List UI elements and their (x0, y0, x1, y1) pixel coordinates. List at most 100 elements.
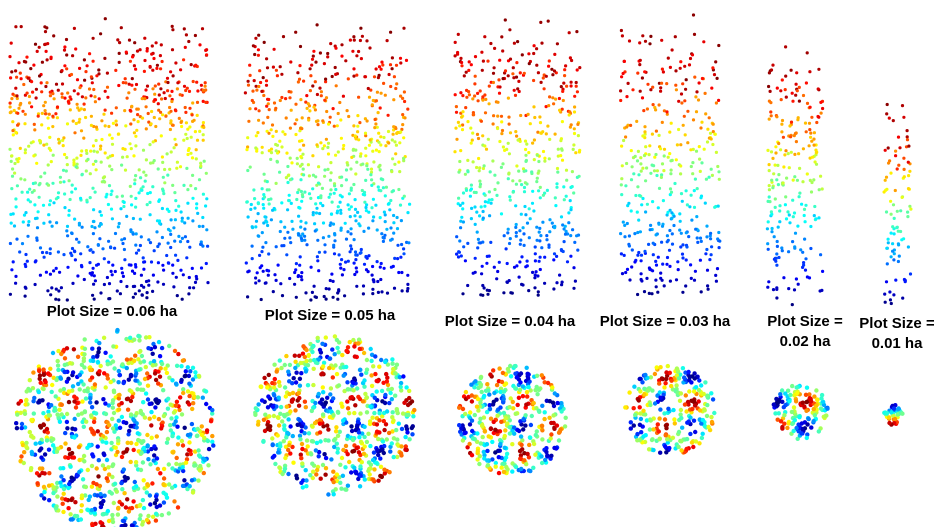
point (62, 180, 65, 183)
point (379, 135, 382, 138)
point (151, 44, 154, 47)
point (170, 378, 174, 382)
point (699, 237, 702, 240)
point (49, 199, 52, 202)
point (657, 256, 660, 259)
point (79, 197, 82, 200)
point (363, 477, 367, 481)
point (389, 85, 392, 88)
point (546, 189, 549, 192)
point (632, 423, 636, 427)
point (326, 438, 330, 442)
point (397, 161, 400, 164)
point (555, 281, 558, 284)
point (162, 483, 166, 487)
point (661, 263, 664, 266)
point (697, 388, 701, 392)
point (710, 253, 713, 256)
point (628, 244, 631, 247)
point (146, 483, 150, 487)
point (79, 154, 82, 157)
point (631, 165, 634, 168)
point (316, 336, 320, 340)
point (679, 416, 683, 420)
point (669, 280, 672, 283)
point (171, 184, 174, 187)
point (177, 205, 180, 208)
point (92, 232, 95, 235)
point (301, 116, 304, 119)
point (14, 25, 17, 28)
point (308, 174, 311, 177)
point (575, 81, 578, 84)
point (165, 254, 168, 257)
point (349, 39, 352, 42)
point (379, 278, 382, 281)
point (22, 450, 26, 454)
point (279, 65, 282, 68)
point (161, 113, 164, 116)
point (102, 494, 106, 498)
point (505, 421, 509, 425)
point (556, 42, 559, 45)
point (304, 221, 307, 224)
point (174, 404, 178, 408)
point (28, 95, 31, 98)
point (468, 410, 472, 414)
point (24, 151, 27, 154)
point (454, 54, 457, 57)
point (322, 452, 326, 456)
point (139, 189, 142, 192)
point (369, 173, 372, 176)
point (456, 51, 459, 54)
point (135, 232, 138, 235)
point (679, 391, 683, 395)
point (166, 397, 170, 401)
point (685, 245, 688, 248)
point (768, 71, 771, 74)
point (92, 420, 96, 424)
point (383, 401, 387, 405)
point (156, 467, 160, 471)
point (199, 243, 202, 246)
point (393, 75, 396, 78)
point (141, 460, 145, 464)
point (251, 90, 254, 93)
point (286, 231, 289, 234)
point (271, 123, 274, 126)
point (335, 84, 338, 87)
point (328, 392, 332, 396)
point (784, 45, 787, 48)
point (273, 462, 277, 466)
point (382, 468, 386, 472)
point (287, 379, 291, 383)
point (796, 179, 799, 182)
point (399, 381, 403, 385)
point (258, 109, 261, 112)
point (405, 430, 409, 434)
point (71, 247, 74, 250)
point (661, 121, 664, 124)
point (179, 378, 183, 382)
point (88, 396, 92, 400)
point (177, 235, 180, 238)
point (186, 153, 189, 156)
point (694, 270, 697, 273)
point (403, 100, 406, 103)
point (48, 136, 51, 139)
point (411, 414, 415, 418)
point (94, 482, 98, 486)
point (62, 253, 65, 256)
point (45, 50, 48, 53)
point (506, 262, 509, 265)
point (96, 360, 100, 364)
point (362, 351, 366, 355)
point (669, 66, 672, 69)
point (84, 70, 87, 73)
point (80, 129, 83, 132)
point (10, 154, 13, 157)
point (371, 292, 374, 295)
point (141, 97, 144, 100)
point (485, 410, 489, 414)
point (329, 42, 332, 45)
